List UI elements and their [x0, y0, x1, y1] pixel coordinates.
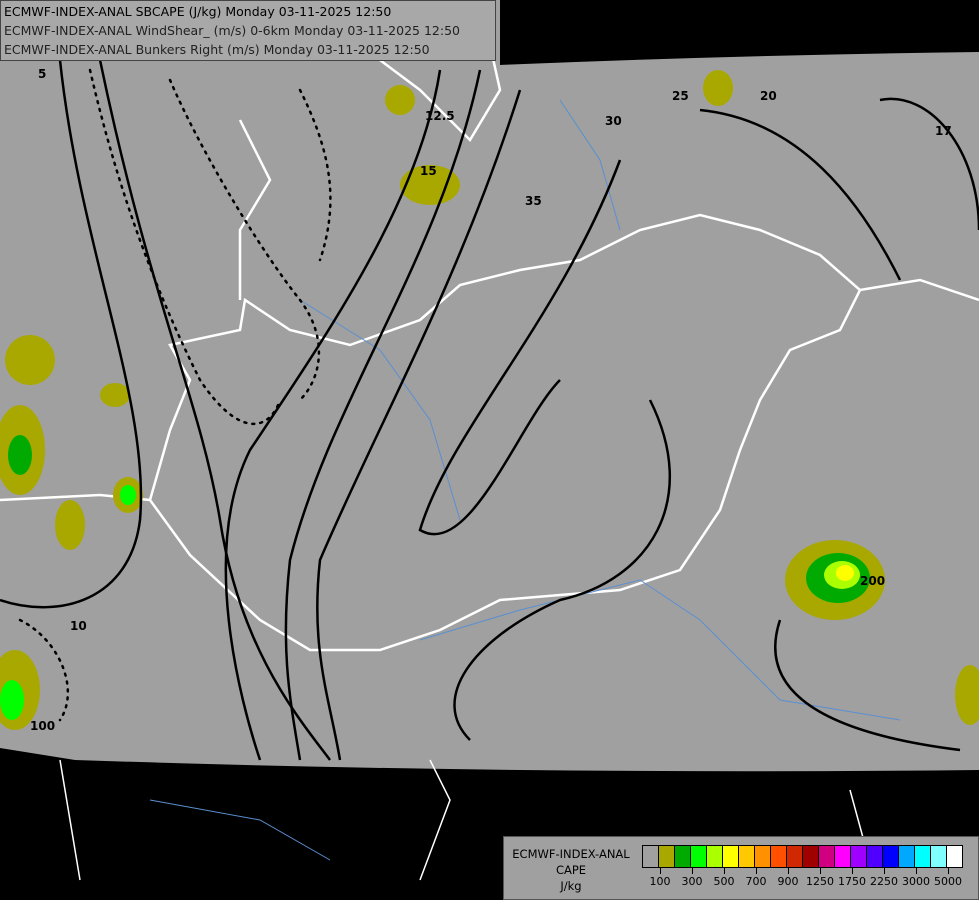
- legend-swatch: [723, 846, 739, 867]
- legend-swatch: [867, 846, 883, 867]
- svg-text:17: 17: [935, 124, 952, 138]
- sbcape-title: ECMWF-INDEX-ANAL SBCAPE (J/kg) Monday 03…: [4, 4, 392, 19]
- legend-tick: [756, 868, 757, 874]
- legend-swatch: [755, 846, 771, 867]
- legend-tick: [724, 868, 725, 874]
- legend-tick: [820, 868, 821, 874]
- legend-title: ECMWF-INDEX-ANAL CAPE J/kg: [508, 846, 634, 894]
- legend-swatch: [883, 846, 899, 867]
- legend-swatch: [787, 846, 803, 867]
- legend-swatch: [851, 846, 867, 867]
- legend-swatch: [947, 846, 962, 867]
- legend-label: 700: [745, 875, 767, 888]
- svg-text:30: 30: [605, 114, 622, 128]
- legend-swatch: [675, 846, 691, 867]
- legend-swatch: [691, 846, 707, 867]
- legend-swatch: [707, 846, 723, 867]
- legend-tick: [916, 868, 917, 874]
- legend-tick: [884, 868, 885, 874]
- legend-swatch: [899, 846, 915, 867]
- legend-title-line: ECMWF-INDEX-ANAL: [512, 847, 630, 861]
- windshear-title: ECMWF-INDEX-ANAL WindShear_ (m/s) 0-6km …: [4, 23, 460, 38]
- contour-labels: 5 10 12.5 15 17 20 25 30 35 100 200: [30, 67, 952, 733]
- legend-label: 100: [649, 875, 671, 888]
- model-domain: [0, 0, 979, 772]
- legend-swatch: [771, 846, 787, 867]
- svg-text:25: 25: [672, 89, 689, 103]
- legend-swatch: [643, 846, 659, 867]
- legend-label: 3000: [902, 875, 930, 888]
- svg-text:15: 15: [420, 164, 437, 178]
- legend-swatch: [659, 846, 675, 867]
- legend-label: 300: [681, 875, 703, 888]
- legend-swatch: [931, 846, 947, 867]
- legend-swatch: [739, 846, 755, 867]
- svg-text:100: 100: [30, 719, 55, 733]
- svg-text:12.5: 12.5: [425, 109, 455, 123]
- bunkers-contours: [18, 68, 332, 722]
- legend-label: 2250: [870, 875, 898, 888]
- legend-color-bar: [642, 845, 963, 868]
- map-title-box: ECMWF-INDEX-ANAL SBCAPE (J/kg) Monday 03…: [0, 0, 496, 61]
- legend-swatch: [803, 846, 819, 867]
- legend-tick: [692, 868, 693, 874]
- windshear-contours: [0, 59, 979, 761]
- legend-title-line: J/kg: [560, 879, 582, 893]
- svg-text:35: 35: [525, 194, 542, 208]
- legend-label: 1250: [806, 875, 834, 888]
- bunkers-title: ECMWF-INDEX-ANAL Bunkers Right (m/s) Mon…: [4, 42, 430, 57]
- svg-text:10: 10: [70, 619, 87, 633]
- legend-label: 500: [713, 875, 735, 888]
- legend-label: 900: [777, 875, 799, 888]
- legend-tick: [660, 868, 661, 874]
- svg-text:200: 200: [860, 574, 885, 588]
- legend-swatch: [819, 846, 835, 867]
- legend-tick: [852, 868, 853, 874]
- legend-tick: [948, 868, 949, 874]
- legend-swatch: [915, 846, 931, 867]
- svg-text:5: 5: [38, 67, 46, 81]
- cape-fill: [0, 70, 979, 730]
- legend-tick: [788, 868, 789, 874]
- cape-legend: ECMWF-INDEX-ANAL CAPE J/kg 100 300 500 700 9…: [503, 836, 979, 900]
- legend-title-line: CAPE: [555, 863, 587, 877]
- legend-label: 1750: [838, 875, 866, 888]
- legend-label: 5000: [934, 875, 962, 888]
- svg-text:20: 20: [760, 89, 777, 103]
- legend-swatch: [835, 846, 851, 867]
